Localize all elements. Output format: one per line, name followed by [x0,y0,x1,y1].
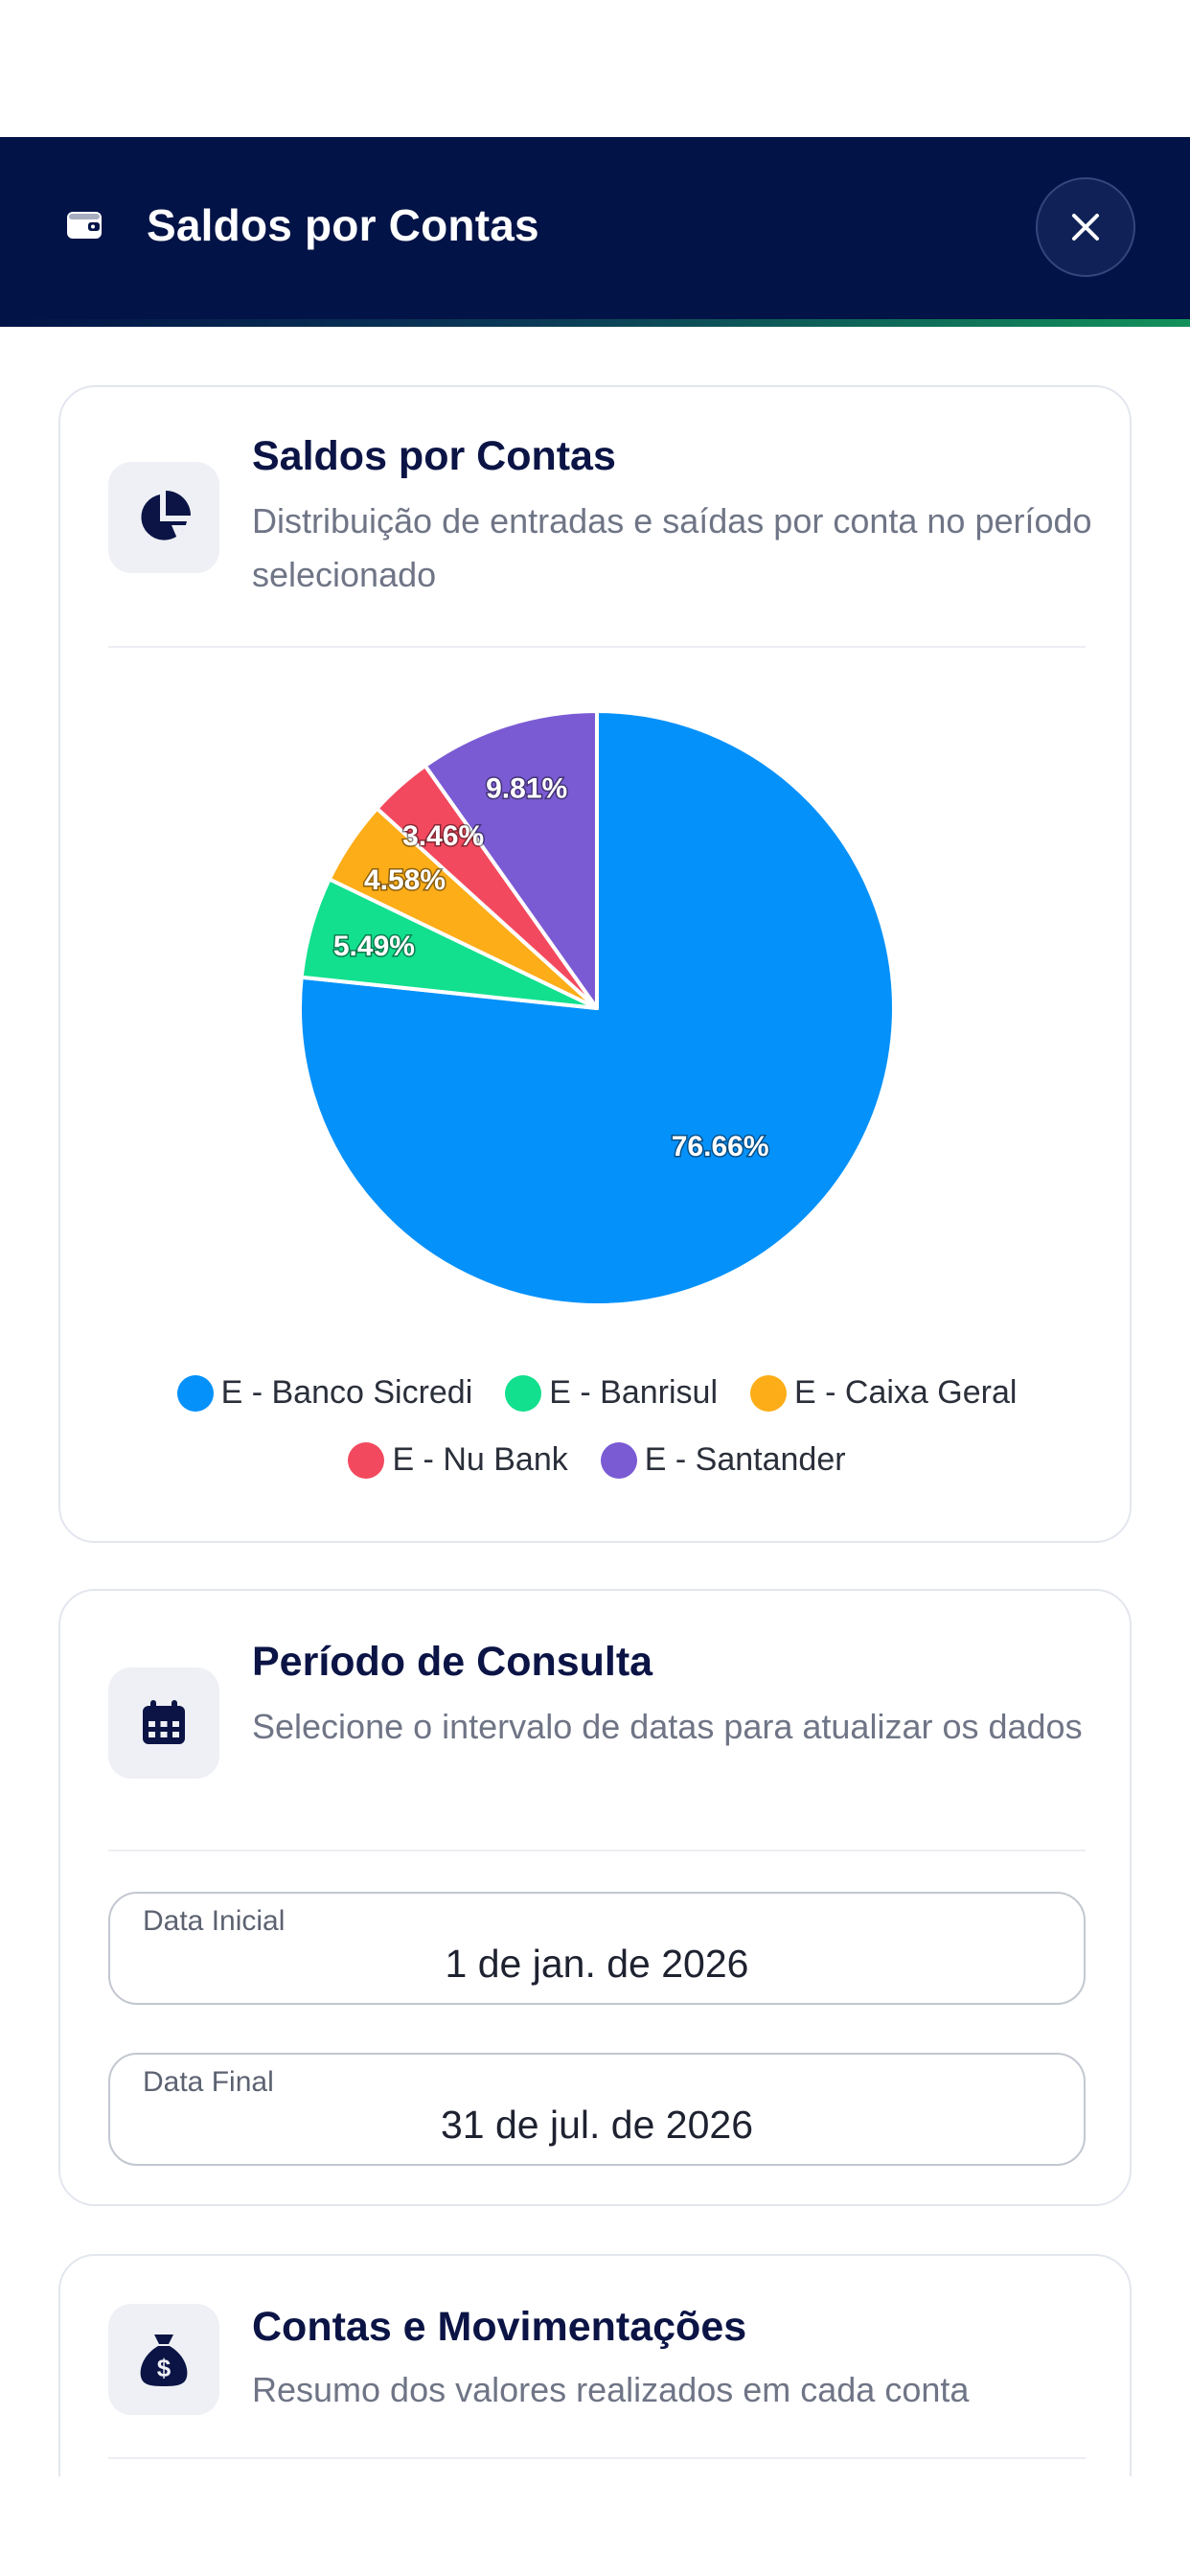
pie-chart: 76.66% 5.49% 4.58% 3.46%9.81% [298,709,896,1307]
pie-slice-label: 3.46% [402,820,484,852]
legend-label: E - Banco Sicredi [220,1374,473,1411]
period-card: Período de Consulta Selecione o interval… [58,1589,1132,2206]
pie-chart-icon [141,491,191,540]
legend-swatch [505,1374,542,1412]
legend-swatch [348,1441,385,1479]
legend-item[interactable]: E - Caixa Geral [750,1374,1017,1412]
legend-label: E - Banrisul [549,1374,718,1411]
page-title: Saldos por Contas [147,200,539,250]
period-card-subtitle: Selecione o intervalo de datas para atua… [252,1707,1083,1746]
end-date-field[interactable]: Data Final 31 de jul. de 2026 [108,2053,1086,2166]
legend-swatch [750,1374,787,1412]
legend-label: E - Caixa Geral [794,1374,1018,1411]
legend-item[interactable]: E - Banco Sicredi [176,1374,473,1412]
end-date-value: 31 de jul. de 2026 [441,2103,753,2147]
wallet-icon [67,212,102,239]
close-button[interactable] [1036,177,1135,277]
legend-swatch [176,1374,214,1412]
legend-label: E - Santander [644,1441,846,1478]
chart-legend: E - Banco Sicredi E - Banrisul E - Caixa… [60,1374,1133,1412]
chart-card-subtitle: Distribuição de entradas e saídas por co… [252,501,1092,594]
calendar-icon [143,1700,185,1744]
divider [108,2457,1086,2459]
pie-slice[interactable] [298,709,896,1307]
header-accent-line [0,319,1190,327]
pie-slice-label: 4.58% [364,864,446,896]
chart-card-title: Saldos por Contas [252,433,616,479]
accounts-card-title: Contas e Movimentações [252,2304,747,2350]
start-date-label: Data Inicial [143,1905,286,1937]
legend-label: E - Nu Bank [392,1441,568,1478]
pie-slice-label: 5.49% [333,931,415,962]
legend-item[interactable]: E - Santander [600,1441,846,1479]
chart-card: Saldos por Contas Distribuição de entrad… [58,385,1132,1543]
accounts-card-clip: $ Contas e Movimentações Resumo dos valo… [0,2254,1190,2476]
divider [108,1850,1086,1852]
legend-swatch [600,1441,637,1479]
money-bag-icon: $ [140,2334,188,2386]
pie-slice-label: 76.66% [672,1131,769,1162]
card-icon-box [108,462,219,573]
pie-slice-label: 9.81% [486,773,567,805]
legend-item[interactable]: E - Banrisul [505,1374,718,1412]
period-card-title: Período de Consulta [252,1639,653,1685]
app-header [0,137,1190,322]
pie-slice[interactable] [423,709,599,1010]
legend-item[interactable]: E - Nu Bank [348,1441,568,1479]
card-icon-box [108,1668,219,1779]
start-date-field[interactable]: Data Inicial 1 de jan. de 2026 [108,1892,1086,2005]
card-icon-box: $ [108,2304,219,2415]
svg-text:$: $ [157,2354,172,2382]
accounts-card: $ Contas e Movimentações Resumo dos valo… [58,2254,1132,2476]
close-icon [1072,214,1099,241]
accounts-card-subtitle: Resumo dos valores realizados em cada co… [252,2370,970,2409]
start-date-value: 1 de jan. de 2026 [445,1942,749,1986]
chart-legend-row-2: E - Nu Bank E - Santander [60,1441,1133,1479]
end-date-label: Data Final [143,2066,274,2098]
divider [108,646,1086,648]
